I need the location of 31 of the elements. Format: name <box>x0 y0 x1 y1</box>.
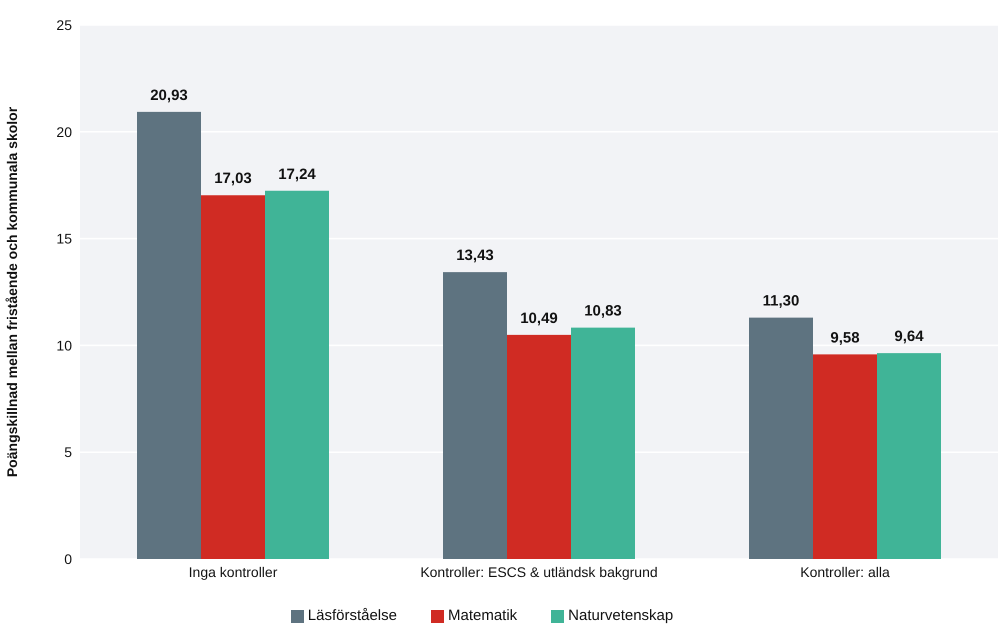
data-label: 17,03 <box>214 170 252 188</box>
x-tick-label: Kontroller: ESCS & utländsk bakgrund <box>420 564 658 580</box>
data-label: 10,83 <box>584 302 622 320</box>
y-tick-label: 20 <box>56 124 72 140</box>
data-label: 11,30 <box>762 292 800 310</box>
legend-label: Matematik <box>448 607 518 624</box>
x-tick-label: Kontroller: alla <box>800 564 890 580</box>
x-tick-label: Inga kontroller <box>188 564 278 580</box>
y-tick-label: 0 <box>64 550 72 567</box>
bar <box>813 354 877 559</box>
data-label: 20,93 <box>150 86 188 104</box>
y-tick-label: 15 <box>56 230 72 247</box>
data-label: 9,64 <box>894 328 924 346</box>
bar <box>507 334 571 559</box>
legend-label: Naturvetenskap <box>568 607 674 624</box>
bar <box>137 112 201 559</box>
y-tick-label: 5 <box>64 444 72 460</box>
bar <box>201 195 265 559</box>
data-label: 10,49 <box>520 310 558 327</box>
bar <box>571 328 635 559</box>
y-axis-title: Poängskillnad mellan fristående och kommunala skolor <box>4 106 20 478</box>
legend-label: Läsförståelse <box>308 607 397 624</box>
y-tick-label: 25 <box>56 16 72 33</box>
bar <box>749 318 813 559</box>
data-label: 17,24 <box>278 166 316 183</box>
data-label: 13,43 <box>456 247 494 264</box>
y-tick-label: 10 <box>56 337 72 354</box>
bar <box>443 272 507 559</box>
bar <box>877 353 941 559</box>
bar <box>265 190 329 559</box>
data-label: 9,58 <box>830 329 860 346</box>
